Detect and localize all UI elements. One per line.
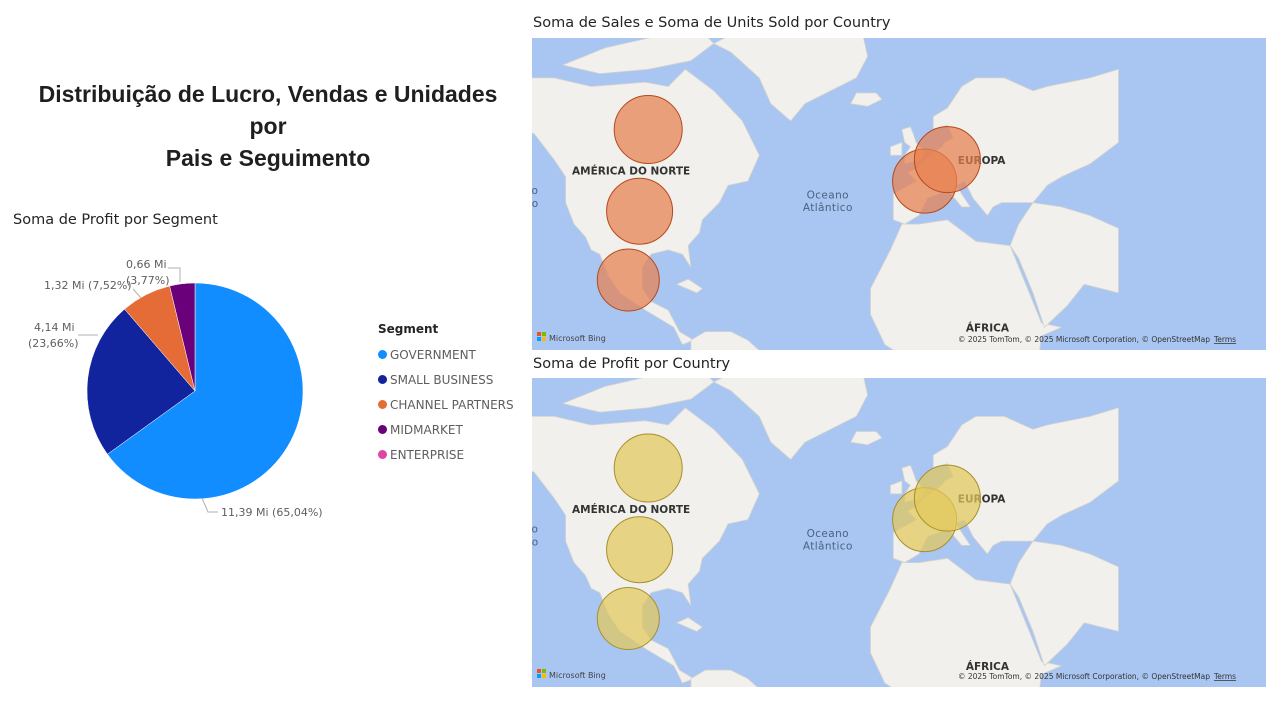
map-land-africa (870, 219, 1062, 350)
legend-label-small-business: SMALL BUSINESS (390, 372, 494, 387)
bing-logo-square (537, 337, 541, 341)
legend-dot-midmarket (378, 425, 387, 434)
map-label-north-america: AMÉRICA DO NORTE (572, 165, 690, 178)
legend-item-channel-partners[interactable]: CHANNEL PARTNERS (378, 392, 514, 417)
pie-label-government: 11,39 Mi (65,04%) (221, 506, 323, 519)
map-bubble-mexico[interactable] (596, 248, 660, 312)
map-label-africa: ÁFRICA (966, 660, 1010, 673)
page-title: Distribuição de Lucro, Vendas e Unidades… (18, 78, 518, 174)
map-attribution: © 2025 TomTom, © 2025 Microsoft Corporat… (958, 672, 1210, 681)
map-label-pacific-line2: Pacífico (532, 536, 539, 548)
page-title-line-1: Distribuição de Lucro, Vendas e Unidades… (38, 81, 498, 139)
legend-title: Segment (378, 322, 439, 336)
legend-dot-government (378, 350, 387, 359)
legend-dot-enterprise (378, 450, 387, 459)
legend-item-government[interactable]: GOVERNMENT (378, 342, 514, 367)
pie-label-small-business-value: 4,14 Mi (34, 321, 75, 334)
map-terms-link[interactable]: Terms (1213, 672, 1236, 681)
sales-map-canvas[interactable]: AMÉRICA DO NORTEEUROPAÁFRICAOceanoPacífi… (532, 38, 1266, 350)
map-bubble-germany[interactable] (913, 126, 981, 194)
bing-logo: Microsoft Bing (537, 332, 606, 343)
legend-label-channel-partners: CHANNEL PARTNERS (390, 397, 514, 412)
bing-logo-square (542, 337, 546, 341)
map-land-iceland (850, 92, 883, 107)
map-land-south-america-north (690, 331, 760, 350)
map-land-middle-east (1009, 540, 1119, 667)
map-bubble-mexico[interactable] (596, 587, 660, 650)
map-land-cuba (676, 617, 703, 632)
bing-logo-text: Microsoft Bing (549, 671, 606, 680)
bing-logo-square (542, 669, 546, 673)
pie-chart: 0,66 Mi (3,77%) 1,32 Mi (7,52%) 4,14 Mi … (28, 258, 323, 519)
page-title-line-2: Pais e Seguimento (165, 145, 371, 171)
map-land-ireland (889, 142, 903, 156)
pie-leader-channel-partners (132, 288, 142, 299)
map-bubble-united-states-of-america[interactable] (606, 516, 674, 584)
map-terms-link[interactable]: Terms (1213, 335, 1236, 344)
map-bubble-united-states-of-america[interactable] (606, 177, 674, 245)
bing-logo-square (542, 332, 546, 336)
map-label-africa: ÁFRICA (966, 322, 1010, 335)
legend-dot-small-business (378, 375, 387, 384)
map-land-greenland (713, 378, 869, 460)
map-label-atlantic-line1: Oceano (807, 528, 849, 540)
pie-slice-government[interactable] (107, 282, 304, 500)
pie-legend: Segment GOVERNMENT SMALL BUSINESS CHANNE… (378, 322, 514, 467)
pie-chart-title: Soma de Profit por Segment (13, 212, 218, 228)
map-land-africa (870, 557, 1062, 687)
map-label-atlantic-line2: Atlântico (803, 541, 853, 553)
pie-label-midmarket-pct: (3,77%) (126, 274, 170, 287)
pie-slice-small-business[interactable] (86, 308, 196, 455)
map-label-north-america: AMÉRICA DO NORTE (572, 503, 690, 516)
map-bubble-canada[interactable] (613, 433, 683, 503)
pie-label-small-business-pct: (23,66%) (28, 337, 79, 350)
bing-logo-square (542, 674, 546, 678)
bing-logo-square (537, 674, 541, 678)
map-land-iceland (850, 431, 883, 446)
map-label-pacific-line1: Oceano (532, 524, 538, 536)
pie-leader-government (201, 497, 218, 513)
map-label-pacific-line1: Oceano (532, 185, 538, 197)
sales-map-title: Soma de Sales e Soma de Units Sold por C… (533, 15, 891, 31)
profit-map-canvas[interactable]: AMÉRICA DO NORTEEUROPAÁFRICAOceanoPacífi… (532, 378, 1266, 687)
map-attribution: © 2025 TomTom, © 2025 Microsoft Corporat… (958, 335, 1210, 344)
pie-slice-midmarket[interactable] (169, 282, 196, 392)
legend-dot-channel-partners (378, 400, 387, 409)
legend-item-enterprise[interactable]: ENTERPRISE (378, 442, 514, 467)
pie-label-midmarket-value: 0,66 Mi (126, 258, 167, 271)
bing-logo-square (537, 669, 541, 673)
map-label-pacific-line2: Pacífico (532, 198, 539, 210)
map-land-middle-east (1009, 202, 1119, 328)
bing-logo-text: Microsoft Bing (549, 334, 606, 343)
map-land-south-america-north (690, 669, 758, 687)
pie-label-channel-partners: 1,32 Mi (7,52%) (44, 279, 132, 292)
map-label-atlantic-line1: Oceano (807, 189, 849, 201)
bing-logo-square (537, 332, 541, 336)
legend-item-midmarket[interactable]: MIDMARKET (378, 417, 514, 442)
map-label-atlantic-line2: Atlântico (803, 202, 853, 214)
profit-map[interactable]: AMÉRICA DO NORTEEUROPAÁFRICAOceanoPacífi… (532, 378, 1266, 687)
profit-map-title: Soma de Profit por Country (533, 356, 731, 372)
pie-leader-midmarket (168, 267, 181, 282)
legend-item-small-business[interactable]: SMALL BUSINESS (378, 367, 514, 392)
bing-logo: Microsoft Bing (537, 669, 606, 680)
legend-label-midmarket: MIDMARKET (390, 422, 463, 437)
map-land-cuba (676, 278, 703, 294)
legend-label-government: GOVERNMENT (390, 347, 476, 362)
legend-label-enterprise: ENTERPRISE (390, 447, 465, 462)
sales-map[interactable]: AMÉRICA DO NORTEEUROPAÁFRICAOceanoPacífi… (532, 38, 1266, 350)
map-bubble-canada[interactable] (613, 95, 683, 164)
map-land-greenland (713, 38, 869, 122)
map-land-ireland (889, 480, 903, 495)
map-bubble-germany[interactable] (913, 464, 981, 532)
